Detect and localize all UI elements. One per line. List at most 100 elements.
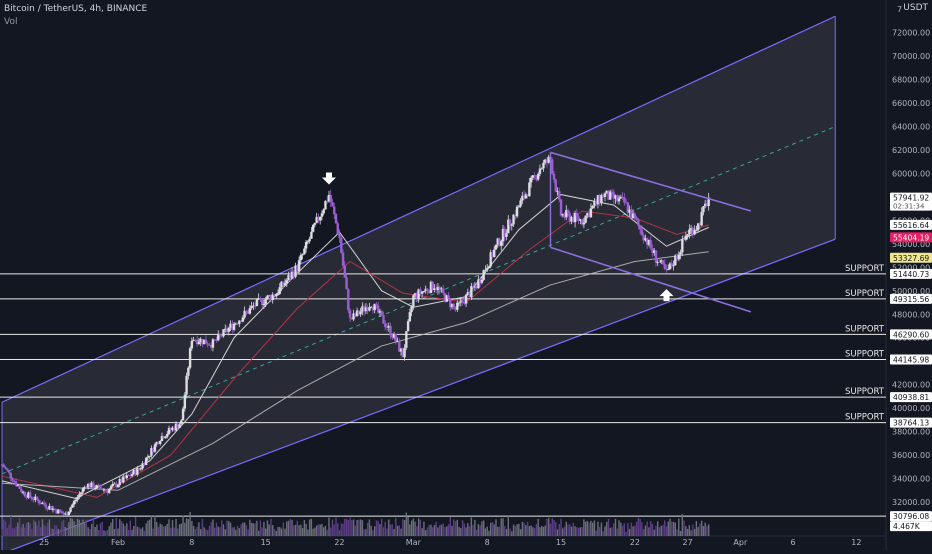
candle-body: [369, 306, 373, 308]
candle-body: [533, 175, 536, 177]
candle-body: [565, 210, 568, 218]
volume-bar: [82, 519, 84, 536]
x-tick-label: 15: [261, 538, 271, 547]
volume-bar: [245, 525, 248, 536]
volume-bar: [470, 517, 473, 536]
candle-body: [654, 250, 658, 263]
volume-bar: [326, 529, 328, 536]
candle-body: [412, 295, 415, 307]
candle-body: [675, 255, 679, 260]
wedge-upper-line: [550, 151, 752, 212]
volume-bar: [307, 529, 309, 536]
volume-bar: [700, 520, 703, 536]
volume-bar: [145, 523, 147, 536]
volume-bar: [66, 529, 68, 536]
channel-upper-line: [1, 15, 836, 403]
candle-body: [392, 333, 396, 338]
volume-bar: [637, 517, 640, 536]
candle-body: [501, 228, 505, 242]
price-badge-value: 49315.56: [893, 295, 929, 304]
candle-body: [303, 248, 306, 255]
volume-bar: [180, 523, 183, 536]
volume-bar: [685, 526, 687, 536]
candle-body: [173, 427, 176, 431]
candle-body: [413, 293, 417, 296]
candle-body: [93, 488, 97, 490]
volume-bar: [514, 525, 517, 536]
candle-body: [176, 423, 179, 428]
candle-body: [16, 485, 20, 487]
volume-bar: [226, 520, 228, 536]
candle-body: [535, 175, 538, 180]
volume-bar: [370, 525, 372, 536]
volume-bar: [373, 526, 376, 536]
volume-bar: [328, 517, 330, 536]
candle-body: [449, 298, 452, 308]
y-tick-label: 34000.00: [892, 475, 930, 484]
candle-body: [280, 281, 283, 288]
volume-bar: [539, 527, 541, 536]
volume-bar: [423, 521, 425, 536]
volume-bar: [572, 522, 575, 536]
candle-body: [99, 485, 102, 489]
candle-body: [199, 338, 202, 343]
candle-body: [283, 283, 287, 286]
volume-bar: [379, 524, 381, 536]
volume-bar: [702, 526, 705, 536]
volume-bar: [655, 526, 657, 536]
candle-body: [220, 335, 223, 337]
volume-bar: [138, 527, 140, 536]
candle-body: [218, 334, 222, 336]
candle-body: [222, 329, 225, 337]
candle-body: [477, 279, 480, 289]
candle-body: [123, 476, 127, 479]
candle-body: [566, 210, 570, 214]
candle-body: [72, 501, 76, 505]
volume-bar: [199, 529, 202, 536]
volume-bar: [314, 527, 316, 536]
candle-body: [589, 208, 593, 218]
candle-body: [250, 305, 253, 309]
candle-body: [554, 179, 557, 192]
candle-body: [406, 321, 410, 332]
volume-bar: [87, 527, 89, 536]
volume-bar: [345, 518, 348, 536]
volume-bar: [289, 518, 292, 536]
candle-body: [598, 195, 601, 204]
candle-body: [443, 293, 447, 302]
volume-bar: [706, 525, 708, 536]
candle-body: [424, 288, 427, 291]
volume-bar: [495, 519, 497, 536]
volume-bar: [528, 526, 531, 536]
candle-body: [132, 469, 136, 475]
candle-body: [271, 294, 274, 301]
volume-bar: [34, 521, 37, 536]
volume-bar: [233, 527, 235, 536]
volume-bar: [131, 529, 133, 536]
candle-body: [257, 297, 260, 299]
symbol-title[interactable]: Bitcoin / TetherUS, 4h, BINANCE: [4, 4, 148, 14]
currency-label[interactable]: USDT: [903, 3, 928, 13]
volume-bar: [574, 526, 576, 536]
volume-bar: [122, 523, 124, 536]
volume-bar: [270, 518, 272, 536]
volume-bar: [24, 527, 26, 536]
candle-body: [478, 279, 482, 283]
volume-bar: [155, 521, 158, 536]
candle-body: [693, 230, 696, 235]
volume-bar: [182, 515, 184, 536]
candle-body: [552, 173, 556, 180]
candle-body: [651, 248, 654, 253]
candle-body: [528, 182, 531, 197]
volume-bar: [577, 527, 580, 536]
y-tick-label: 40000.00: [892, 404, 930, 413]
volume-bar: [175, 518, 177, 536]
volume-bar: [632, 526, 634, 536]
volume-bar: [579, 527, 582, 536]
volume-bar: [301, 528, 304, 536]
volume-bar: [194, 529, 197, 536]
volume-bar: [396, 525, 399, 536]
volume-bar: [555, 522, 557, 536]
